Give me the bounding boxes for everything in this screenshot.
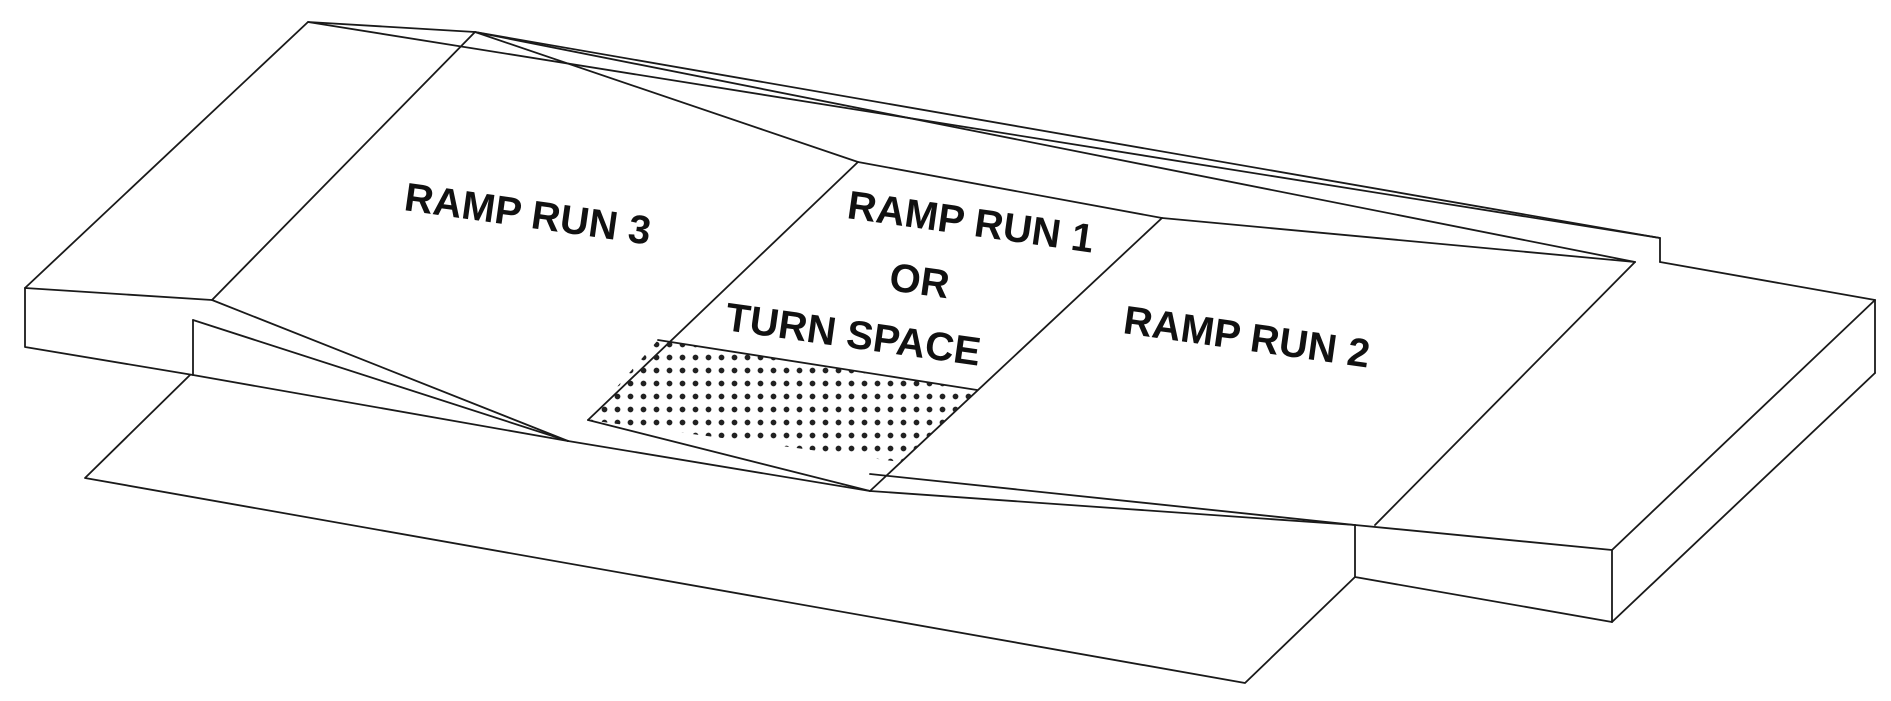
label-ramp-run-1: RAMP RUN 1 <box>845 183 1097 261</box>
ramp-run-3-surface <box>192 31 871 492</box>
label-ramp-run-2: RAMP RUN 2 <box>1121 298 1373 376</box>
label-or: OR <box>887 255 953 307</box>
label-ramp-run-3: RAMP RUN 3 <box>402 175 654 253</box>
left-landing-block <box>24 287 569 442</box>
upper-landing <box>24 21 1661 289</box>
ground-plane <box>84 374 1356 684</box>
right-landing-block <box>1354 261 1876 623</box>
ramp-run-2-surface <box>869 217 1636 526</box>
dotted-turn-area <box>588 339 978 462</box>
